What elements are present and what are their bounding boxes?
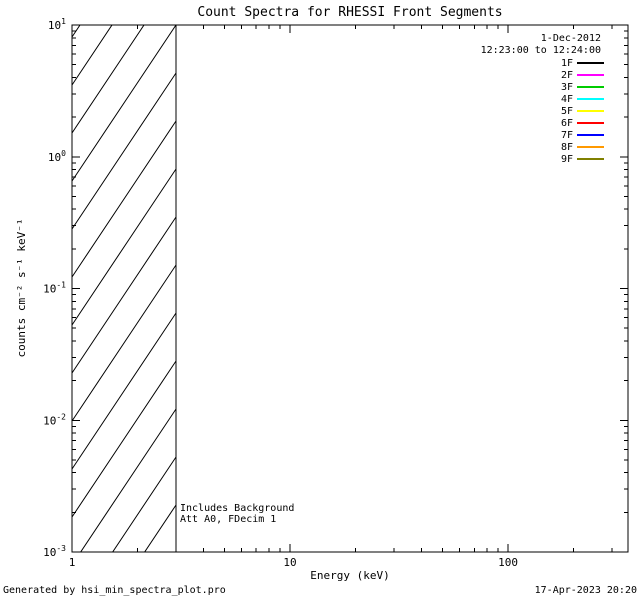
hatch-line (72, 216, 177, 374)
legend-label: 4F (561, 94, 573, 105)
note-background: Includes Background (180, 503, 294, 514)
axis-ticks (71, 24, 628, 553)
legend-item: 4F (561, 94, 604, 105)
y-tick-labels: 101 100 10-1 10-2 10-3 (43, 17, 66, 559)
hatch-line (72, 72, 177, 230)
legend-label: 8F (561, 142, 573, 153)
note-attenuator: Att A0, FDecim 1 (180, 514, 276, 525)
footer-timestamp: 17-Apr-2023 20:20 (535, 585, 637, 596)
hatch-line (72, 25, 81, 38)
hatch-region (72, 25, 177, 552)
legend-item: 3F (561, 82, 604, 93)
y-tick-label: 10-3 (43, 544, 66, 559)
hatch-line (80, 408, 177, 552)
legend-label: 5F (561, 106, 573, 117)
y-tick-label: 101 (48, 17, 66, 32)
legend-item: 9F (561, 154, 604, 165)
x-tick-label: 100 (498, 556, 518, 569)
legend-label: 1F (561, 58, 573, 69)
y-tick-label: 10-2 (43, 412, 66, 427)
legend-item: 6F (561, 118, 604, 129)
footer-generator: Generated by hsi_min_spectra_plot.pro (3, 585, 226, 596)
legend-label: 6F (561, 118, 573, 129)
y-axis-label: counts cm⁻² s⁻¹ keV⁻¹ (15, 218, 28, 357)
hatch-line (144, 504, 177, 552)
y-tick-label: 10-1 (43, 281, 66, 296)
legend-label: 2F (561, 70, 573, 81)
obs-time-range: 12:23:00 to 12:24:00 (481, 45, 601, 56)
y-tick-label: 100 (48, 149, 66, 164)
hatch-line (112, 456, 177, 552)
legend-item: 2F (561, 70, 604, 81)
legend-label: 9F (561, 154, 573, 165)
legend-item: 8F (561, 142, 604, 153)
hatch-line (72, 25, 177, 182)
hatch-line (72, 360, 177, 518)
legend-label: 7F (561, 130, 573, 141)
legend-item: 7F (561, 130, 604, 141)
x-axis-label: Energy (keV) (310, 569, 389, 582)
x-tick-label: 10 (283, 556, 296, 569)
hatch-line (72, 264, 177, 422)
legend-item: 1F (561, 58, 604, 69)
x-tick-label: 1 (69, 556, 76, 569)
legend-label: 3F (561, 82, 573, 93)
hatch-line (72, 25, 145, 134)
hatch-line (72, 120, 177, 278)
hatch-line (72, 168, 177, 326)
legend-item: 5F (561, 106, 604, 117)
x-tick-labels: 1 10 100 (69, 556, 518, 569)
hatch-line (72, 312, 177, 470)
plot-title: Count Spectra for RHESSI Front Segments (197, 5, 502, 20)
hatch-line (72, 25, 113, 86)
obs-date: 1-Dec-2012 (541, 33, 601, 44)
